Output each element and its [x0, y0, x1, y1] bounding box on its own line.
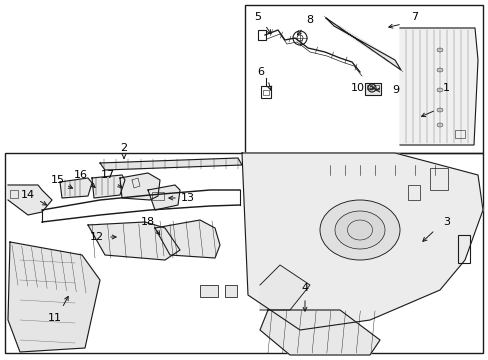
- Text: 15: 15: [51, 175, 65, 185]
- Text: 3: 3: [443, 217, 449, 227]
- Text: 8: 8: [306, 15, 313, 25]
- Polygon shape: [155, 220, 220, 258]
- Bar: [454, 130, 464, 138]
- Bar: [200, 285, 218, 297]
- Text: 7: 7: [410, 12, 418, 22]
- Polygon shape: [88, 222, 180, 260]
- Polygon shape: [60, 178, 92, 198]
- Ellipse shape: [436, 68, 442, 72]
- Bar: [244, 5, 482, 153]
- Bar: [364, 83, 380, 95]
- Bar: [263, 90, 268, 95]
- Text: 10: 10: [350, 83, 364, 93]
- Bar: [152, 192, 163, 200]
- Text: 13: 13: [181, 193, 195, 203]
- Polygon shape: [260, 265, 309, 310]
- Text: 2: 2: [120, 143, 127, 153]
- Bar: [429, 168, 447, 190]
- Polygon shape: [242, 153, 482, 330]
- Bar: [373, 85, 378, 89]
- Bar: [457, 235, 469, 263]
- Polygon shape: [8, 185, 52, 215]
- Polygon shape: [399, 28, 477, 145]
- Polygon shape: [8, 242, 100, 352]
- Bar: [261, 86, 270, 98]
- Text: 11: 11: [48, 313, 62, 323]
- Bar: [366, 85, 371, 89]
- Ellipse shape: [436, 88, 442, 92]
- Text: 16: 16: [74, 170, 88, 180]
- Polygon shape: [260, 310, 379, 355]
- Text: 4: 4: [301, 283, 308, 293]
- Polygon shape: [120, 173, 160, 200]
- Text: 12: 12: [90, 232, 104, 242]
- Bar: [224, 285, 237, 297]
- Ellipse shape: [319, 200, 399, 260]
- Polygon shape: [92, 175, 125, 198]
- Bar: [5, 153, 482, 353]
- Polygon shape: [148, 185, 180, 210]
- Polygon shape: [100, 158, 242, 170]
- Text: 1: 1: [442, 83, 448, 93]
- Ellipse shape: [436, 48, 442, 52]
- Bar: [258, 30, 265, 40]
- Ellipse shape: [436, 123, 442, 127]
- Text: 6: 6: [257, 67, 264, 77]
- Bar: [10, 190, 18, 198]
- Ellipse shape: [334, 211, 384, 249]
- Text: 18: 18: [141, 217, 155, 227]
- Text: 17: 17: [101, 170, 115, 180]
- Polygon shape: [325, 18, 400, 70]
- Ellipse shape: [436, 108, 442, 112]
- Bar: [407, 185, 419, 200]
- Text: 14: 14: [21, 190, 35, 200]
- Text: 9: 9: [392, 85, 399, 95]
- Text: 5: 5: [254, 12, 261, 22]
